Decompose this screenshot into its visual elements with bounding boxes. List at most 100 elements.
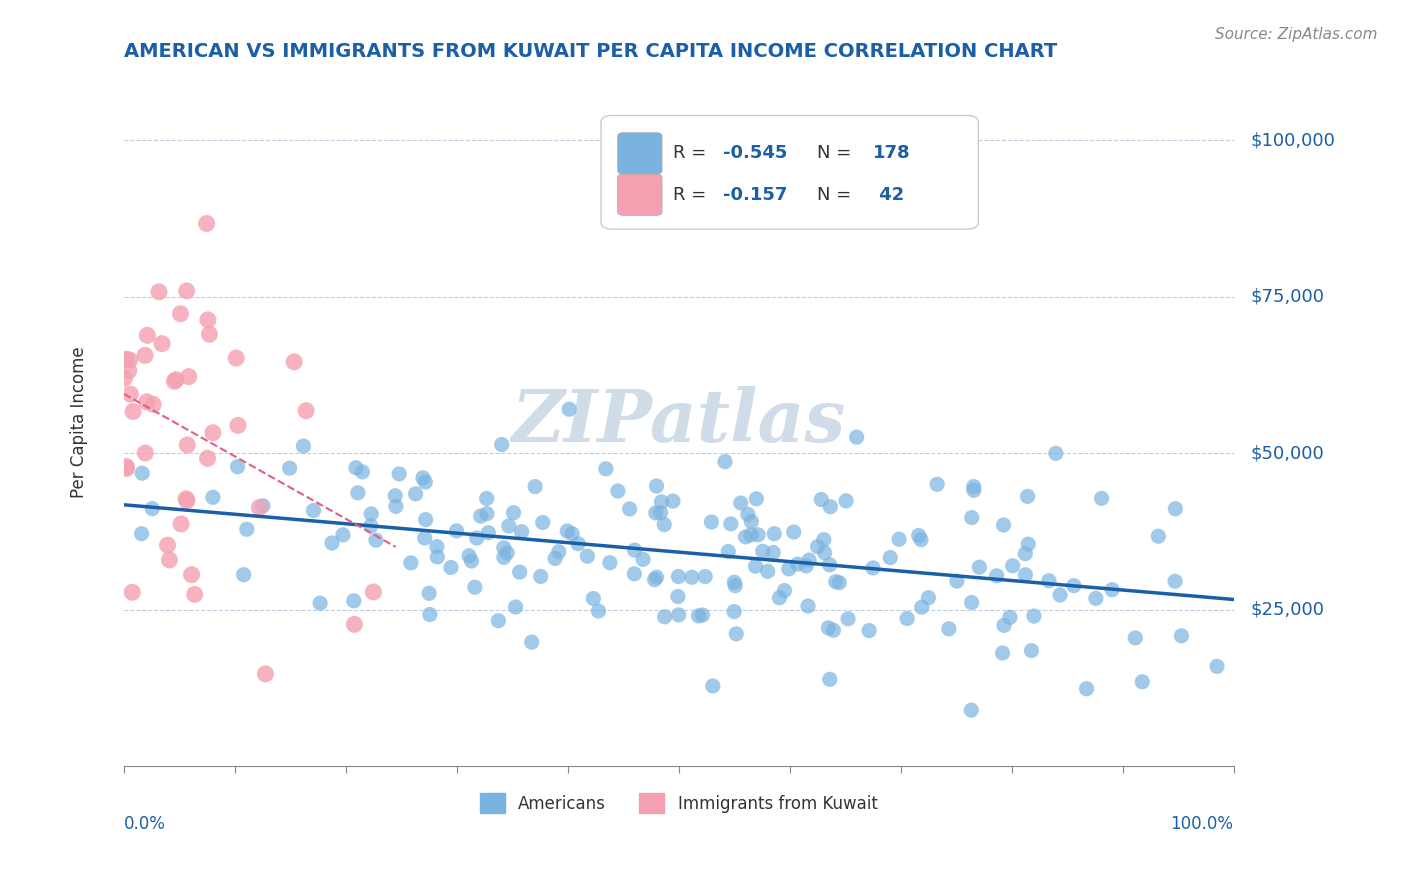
Americans bbox=[131, 526, 153, 541]
Americans bbox=[745, 491, 768, 506]
Americans bbox=[475, 491, 498, 506]
Americans bbox=[763, 526, 786, 541]
Americans bbox=[498, 519, 520, 533]
Immigrants from Kuwait bbox=[295, 403, 318, 417]
Immigrants from Kuwait bbox=[283, 355, 305, 369]
Americans bbox=[1147, 529, 1170, 543]
Americans bbox=[818, 673, 841, 687]
Americans bbox=[960, 595, 983, 609]
Americans bbox=[360, 507, 382, 521]
Americans bbox=[332, 528, 354, 542]
Americans bbox=[486, 614, 509, 628]
Americans bbox=[969, 560, 991, 574]
Americans bbox=[807, 540, 830, 554]
Americans bbox=[1063, 579, 1085, 593]
Americans bbox=[1022, 609, 1045, 624]
Americans bbox=[1164, 574, 1187, 589]
Americans bbox=[419, 607, 441, 622]
Americans bbox=[778, 562, 800, 576]
Text: -0.157: -0.157 bbox=[723, 186, 787, 203]
Americans bbox=[1084, 591, 1107, 606]
Immigrants from Kuwait bbox=[159, 553, 181, 567]
Americans bbox=[907, 528, 929, 542]
FancyBboxPatch shape bbox=[600, 115, 979, 229]
Immigrants from Kuwait bbox=[226, 418, 249, 433]
Americans bbox=[464, 580, 486, 594]
Americans bbox=[1017, 537, 1039, 551]
Text: N =: N = bbox=[817, 186, 858, 203]
Immigrants from Kuwait bbox=[197, 451, 219, 466]
Americans bbox=[1164, 501, 1187, 516]
Americans bbox=[388, 467, 411, 481]
Americans bbox=[744, 559, 766, 574]
Text: 100.0%: 100.0% bbox=[1171, 814, 1233, 832]
Immigrants from Kuwait bbox=[163, 375, 186, 389]
Americans bbox=[505, 600, 527, 615]
Americans bbox=[740, 515, 762, 529]
Americans bbox=[911, 600, 934, 615]
Americans bbox=[837, 612, 859, 626]
Americans bbox=[352, 465, 374, 479]
Immigrants from Kuwait bbox=[120, 387, 142, 401]
Americans bbox=[654, 610, 676, 624]
Americans bbox=[1045, 446, 1067, 460]
Americans bbox=[415, 475, 437, 489]
Text: Per Capita Income: Per Capita Income bbox=[70, 346, 89, 498]
Americans bbox=[415, 513, 437, 527]
Americans bbox=[418, 586, 440, 600]
Americans bbox=[524, 480, 547, 494]
Americans bbox=[561, 526, 583, 541]
Americans bbox=[509, 565, 531, 579]
Text: R =: R = bbox=[673, 145, 711, 162]
Americans bbox=[818, 558, 841, 572]
Americans bbox=[309, 596, 332, 610]
Americans bbox=[510, 524, 533, 539]
Americans bbox=[762, 545, 785, 559]
FancyBboxPatch shape bbox=[617, 133, 662, 174]
Americans bbox=[747, 528, 769, 542]
Americans bbox=[547, 545, 569, 559]
Americans bbox=[1130, 674, 1153, 689]
Americans bbox=[645, 479, 668, 493]
Americans bbox=[814, 546, 837, 560]
Americans bbox=[531, 516, 554, 530]
Text: $25,000: $25,000 bbox=[1250, 601, 1324, 619]
Americans bbox=[1017, 490, 1039, 504]
Americans bbox=[817, 621, 839, 635]
Americans bbox=[385, 500, 408, 514]
Americans bbox=[828, 575, 851, 590]
Americans bbox=[465, 531, 488, 545]
Americans bbox=[858, 624, 880, 638]
Americans bbox=[724, 579, 747, 593]
Americans bbox=[740, 528, 762, 542]
Americans bbox=[1123, 631, 1146, 645]
Americans bbox=[502, 506, 524, 520]
Americans bbox=[292, 439, 315, 453]
Immigrants from Kuwait bbox=[134, 446, 156, 460]
Americans bbox=[702, 679, 724, 693]
Americans bbox=[993, 518, 1015, 533]
Text: 0.0%: 0.0% bbox=[124, 814, 166, 832]
Immigrants from Kuwait bbox=[142, 397, 165, 411]
Americans bbox=[399, 556, 422, 570]
Americans bbox=[576, 549, 599, 564]
Americans bbox=[623, 566, 645, 581]
Americans bbox=[845, 430, 868, 444]
Americans bbox=[384, 489, 406, 503]
Americans bbox=[734, 530, 756, 544]
Americans bbox=[1001, 558, 1024, 573]
Americans bbox=[813, 533, 835, 547]
Immigrants from Kuwait bbox=[174, 491, 197, 506]
Immigrants from Kuwait bbox=[177, 369, 200, 384]
Americans bbox=[991, 646, 1014, 660]
Americans bbox=[1021, 643, 1043, 657]
Americans bbox=[668, 607, 690, 622]
Americans bbox=[668, 569, 690, 583]
Text: $100,000: $100,000 bbox=[1250, 131, 1336, 149]
Americans bbox=[823, 624, 845, 638]
Americans bbox=[938, 622, 960, 636]
Americans bbox=[492, 550, 515, 565]
Immigrants from Kuwait bbox=[180, 567, 202, 582]
Immigrants from Kuwait bbox=[247, 500, 270, 515]
Americans bbox=[446, 524, 468, 538]
